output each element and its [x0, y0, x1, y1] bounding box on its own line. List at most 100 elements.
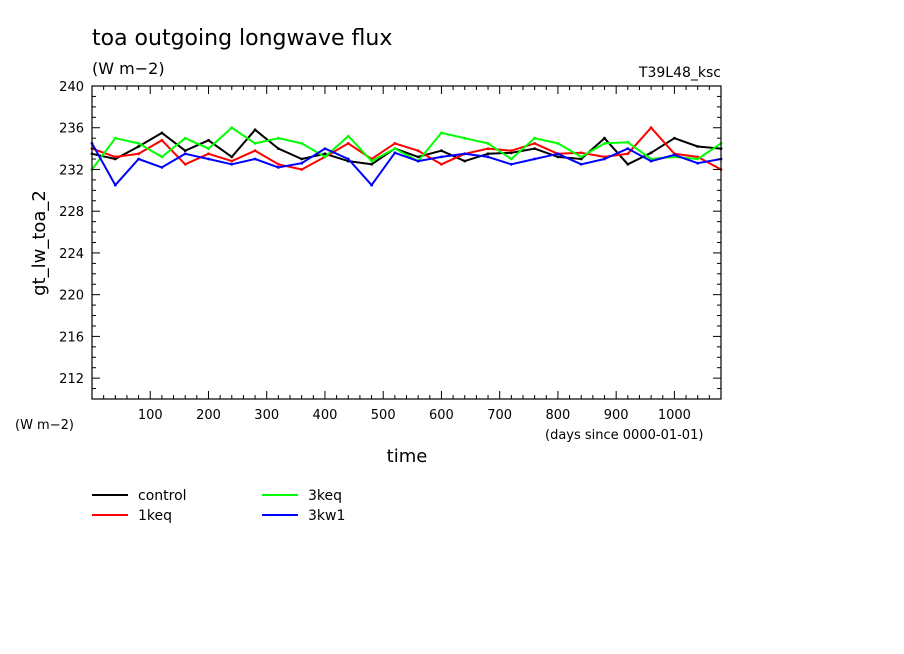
- data-point-control: [673, 136, 676, 140]
- data-point-control: [137, 145, 141, 148]
- data-point-3kw1: [673, 153, 676, 157]
- data-point-3kw1: [626, 147, 630, 151]
- data-point-control: [113, 157, 117, 161]
- data-point-1keq: [416, 149, 420, 153]
- data-point-control: [696, 145, 700, 148]
- data-point-1keq: [253, 149, 257, 153]
- data-point-control: [603, 136, 606, 140]
- data-point-3keq: [486, 142, 490, 145]
- x-tick-label: 200: [196, 408, 221, 423]
- data-point-3kw1: [509, 162, 513, 166]
- data-point-control: [253, 128, 257, 132]
- data-point-control: [463, 159, 467, 163]
- data-point-3kw1: [393, 151, 397, 155]
- data-point-control: [370, 162, 373, 166]
- data-point-3kw1: [486, 155, 490, 159]
- data-point-3kw1: [463, 152, 467, 156]
- data-point-control: [440, 149, 443, 153]
- data-point-control: [300, 157, 304, 161]
- series-line-3keq: [91, 126, 722, 171]
- data-point-control: [579, 157, 583, 161]
- data-point-3keq: [393, 147, 397, 151]
- data-point-3kw1: [603, 157, 606, 161]
- data-point-3keq: [183, 136, 187, 140]
- data-point-1keq: [183, 162, 187, 166]
- data-point-3keq: [137, 142, 141, 145]
- y-axis-label: gt_lw_toa_2: [29, 190, 50, 296]
- data-point-control: [533, 147, 536, 151]
- x-tick-label: 400: [313, 408, 338, 423]
- data-point-3kw1: [323, 147, 327, 151]
- y-tick-label: 220: [59, 289, 84, 304]
- y-unit-label: (W m−2): [15, 418, 74, 433]
- data-point-1keq: [486, 147, 490, 151]
- data-point-3keq: [579, 155, 583, 159]
- y-tick-label: 212: [59, 372, 84, 387]
- data-point-control: [509, 151, 513, 155]
- data-point-3kw1: [300, 161, 304, 165]
- data-point-3keq: [370, 159, 373, 163]
- y-tick-label: 240: [59, 80, 84, 95]
- data-point-3keq: [463, 136, 467, 140]
- y-tick-label: 228: [59, 205, 84, 220]
- data-point-3kw1: [253, 157, 257, 161]
- plot-frame: [91, 85, 722, 400]
- y-tick-label: 216: [59, 330, 84, 345]
- series-line-control: [91, 128, 722, 166]
- legend-label-3keq: 3keq: [308, 488, 342, 504]
- data-point-control: [207, 138, 210, 142]
- data-point-1keq: [626, 152, 630, 156]
- chart-subtitle: (W m−2): [92, 59, 165, 78]
- data-point-1keq: [207, 152, 210, 156]
- axes-layer: 100 200 300 400 500 600 700 800 900 1000 212 216 220…: [59, 80, 721, 423]
- data-point-1keq: [579, 151, 583, 155]
- data-point-control: [230, 155, 234, 159]
- x-unit-label: (days since 0000-01-01): [545, 428, 703, 443]
- data-point-3kw1: [230, 162, 234, 166]
- data-point-3kw1: [183, 152, 187, 156]
- x-axis-label: time: [387, 446, 428, 467]
- data-point-3kw1: [556, 152, 560, 156]
- data-point-3kw1: [207, 157, 210, 161]
- data-point-1keq: [346, 142, 350, 145]
- x-tick-label: 1000: [658, 408, 691, 423]
- data-point-3keq: [626, 140, 630, 144]
- data-point-1keq: [533, 142, 536, 145]
- data-point-3keq: [556, 142, 560, 145]
- data-point-3kw1: [579, 162, 583, 166]
- data-point-3kw1: [277, 166, 280, 169]
- data-point-1keq: [113, 155, 117, 159]
- data-point-3keq: [696, 157, 700, 161]
- chart-title: toa outgoing longwave flux: [92, 26, 392, 51]
- data-point-3keq: [533, 136, 536, 140]
- data-point-1keq: [649, 126, 653, 130]
- x-tick-label: 600: [429, 408, 454, 423]
- data-point-3kw1: [370, 183, 373, 187]
- data-point-3keq: [160, 155, 164, 159]
- x-tick-label: 300: [254, 408, 279, 423]
- legend-label-control: control: [138, 488, 187, 504]
- data-point-1keq: [440, 162, 443, 166]
- data-point-3kw1: [416, 159, 420, 163]
- data-point-3kw1: [160, 166, 164, 169]
- data-point-1keq: [509, 149, 513, 153]
- data-point-3keq: [300, 142, 304, 145]
- legend-label-1keq: 1keq: [138, 508, 172, 524]
- data-point-control: [416, 155, 420, 159]
- y-tick-label: 232: [59, 163, 84, 178]
- data-point-3kw1: [346, 157, 350, 161]
- series-line-1keq: [91, 126, 722, 171]
- data-point-3keq: [253, 142, 257, 145]
- data-point-3kw1: [137, 157, 141, 161]
- data-point-3keq: [230, 126, 234, 130]
- data-point-3keq: [346, 134, 350, 138]
- data-point-control: [277, 147, 280, 151]
- legend-label-3kw1: 3kw1: [308, 508, 345, 524]
- data-point-3keq: [323, 155, 327, 159]
- data-point-3kw1: [440, 155, 443, 159]
- x-tick-label: 700: [487, 408, 512, 423]
- series-layer: [90, 126, 723, 187]
- data-point-3keq: [277, 136, 280, 140]
- data-point-control: [486, 152, 490, 156]
